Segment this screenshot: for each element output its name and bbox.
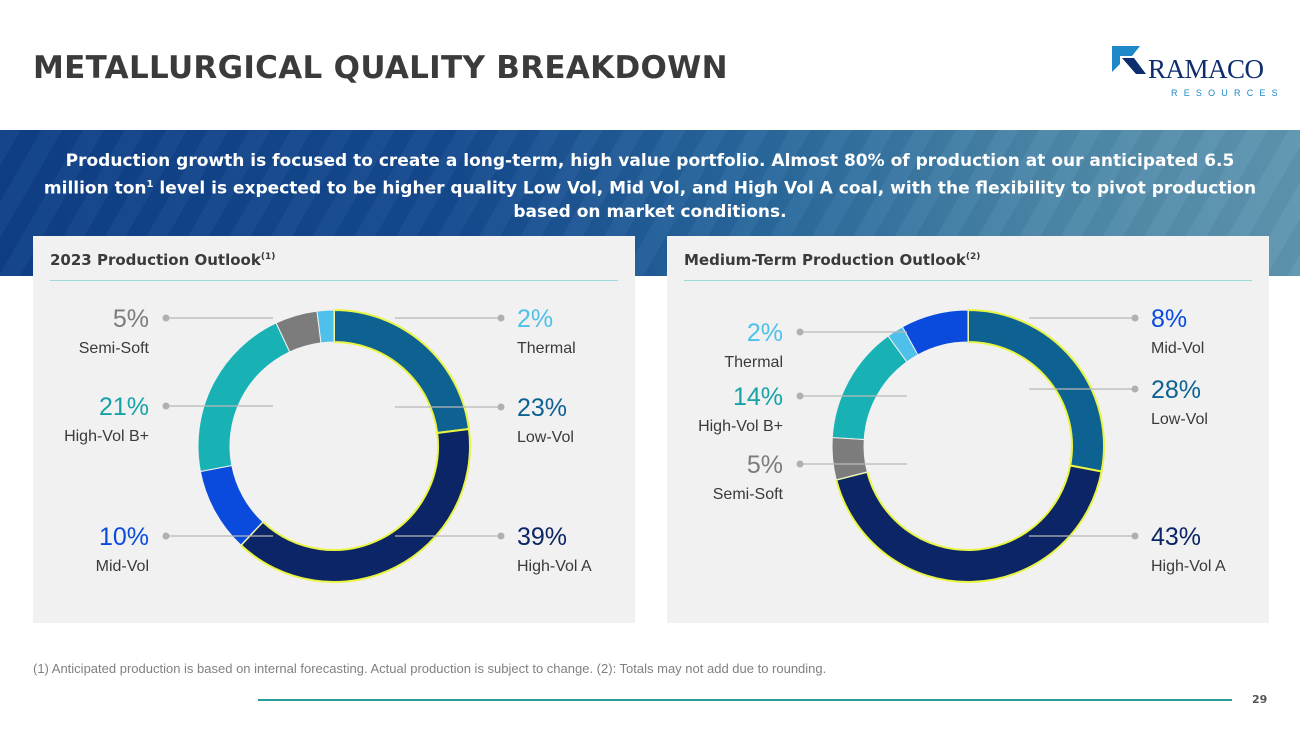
category-label: Mid-Vol (96, 558, 149, 575)
value-label: 43% (1151, 523, 1201, 551)
category-label: Thermal (517, 340, 576, 357)
leader-dot (162, 314, 170, 322)
slice-thermal (316, 309, 335, 344)
label-high-vol-b-plus: 14% High-Vol B+ (698, 383, 907, 435)
leader-dot (1131, 532, 1139, 540)
slice-high-vol-b-plus (831, 335, 908, 441)
label-semi-soft: 5% Semi-Soft (79, 305, 273, 357)
donut-chart-2023: 23% Low-Vol 39% High-Vol A 10% Mid-Vol 21% High… (64, 305, 592, 583)
category-label: Thermal (724, 354, 783, 371)
leader-dot (796, 328, 804, 336)
donut-chart-medium-term: 28% Low-Vol 43% High-Vol A 5% Semi-Soft 14% Hig… (698, 305, 1226, 583)
panel-title: Medium-Term Production Outlook(2) (684, 251, 981, 269)
value-label: 21% (99, 393, 149, 421)
slice-mid-vol (901, 309, 969, 356)
category-label: High-Vol B+ (698, 418, 783, 435)
leader-dot (497, 403, 505, 411)
slice-low-vol (967, 308, 1105, 473)
value-label: 8% (1151, 305, 1187, 333)
category-label: Semi-Soft (79, 340, 150, 357)
label-high-vol-a: 43% High-Vol A (1029, 523, 1226, 575)
slice-high-vol-b-plus (197, 322, 291, 473)
ramaco-mark-icon (1112, 46, 1146, 74)
label-thermal: 2% Thermal (724, 319, 907, 371)
panel-title: 2023 Production Outlook(1) (50, 251, 276, 269)
category-label: Mid-Vol (1151, 340, 1204, 357)
slice-semi-soft (831, 436, 868, 481)
panel-medium-term-outlook: Medium-Term Production Outlook(2) 28% Low… (667, 236, 1269, 623)
leader-dot (796, 460, 804, 468)
label-mid-vol: 10% Mid-Vol (96, 523, 273, 575)
value-label: 23% (517, 394, 567, 422)
label-high-vol-a: 39% High-Vol A (395, 523, 592, 575)
logo-subtitle: RESOURCES (1171, 88, 1284, 98)
category-label: High-Vol A (517, 558, 592, 575)
leader-dot (497, 532, 505, 540)
category-label: Low-Vol (517, 429, 574, 446)
banner-statement: Production growth is focused to create a… (43, 151, 1257, 222)
label-low-vol: 28% Low-Vol (1029, 376, 1208, 428)
label-high-vol-b-plus: 21% High-Vol B+ (64, 393, 273, 445)
value-label: 5% (113, 305, 149, 333)
label-mid-vol: 8% Mid-Vol (1029, 305, 1204, 357)
leader-dot (162, 532, 170, 540)
leader-dot (497, 314, 505, 322)
category-label: Semi-Soft (713, 486, 784, 503)
slide-title: METALLURGICAL QUALITY BREAKDOWN (33, 50, 728, 86)
category-label: Low-Vol (1151, 411, 1208, 428)
value-label: 28% (1151, 376, 1201, 404)
leader-dot (796, 392, 804, 400)
value-label: 2% (747, 319, 783, 347)
leader-dot (162, 402, 170, 410)
category-label: High-Vol A (1151, 558, 1226, 575)
slice-high-vol-a (835, 464, 1103, 583)
value-label: 5% (747, 451, 783, 479)
label-semi-soft: 5% Semi-Soft (713, 451, 907, 503)
value-label: 39% (517, 523, 567, 551)
slice-low-vol (333, 308, 471, 435)
ramaco-logo: RAMACO RESOURCES (1110, 44, 1278, 104)
panel-2023-outlook: 2023 Production Outlook(1) 23% Low-Vol 39%… (33, 236, 635, 623)
footnote: (1) Anticipated production is based on i… (33, 661, 827, 676)
leader-dot (1131, 385, 1139, 393)
leader-dot (1131, 314, 1139, 322)
footer-divider (258, 699, 1232, 701)
label-thermal: 2% Thermal (395, 305, 576, 357)
label-low-vol: 23% Low-Vol (395, 394, 574, 446)
page-number: 29 (1252, 693, 1268, 706)
value-label: 14% (733, 383, 783, 411)
logo-wordmark: RAMACO (1148, 54, 1264, 84)
panel-divider (50, 280, 618, 281)
slice-high-vol-a (239, 427, 471, 583)
value-label: 10% (99, 523, 149, 551)
category-label: High-Vol B+ (64, 428, 149, 445)
value-label: 2% (517, 305, 553, 333)
panel-divider (684, 280, 1252, 281)
